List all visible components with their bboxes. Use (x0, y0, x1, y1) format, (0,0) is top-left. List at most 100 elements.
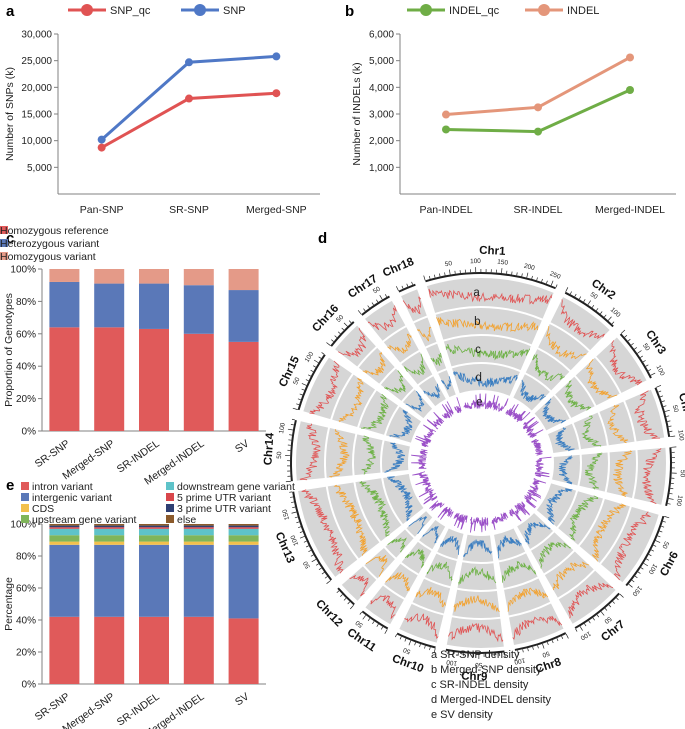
panel-c: c 0%20%40%60%80%100%SR-SNPMerged-SNPSR-I… (0, 225, 266, 488)
data-point (442, 110, 450, 119)
track-background (494, 528, 526, 561)
scale-tick (297, 398, 301, 401)
chromosome-arc (361, 295, 390, 316)
scale-tick (611, 321, 615, 325)
density-line (497, 535, 522, 559)
scale-tick (583, 299, 586, 303)
track-letter: d (476, 372, 482, 384)
density-line (349, 574, 369, 597)
data-point (185, 94, 193, 103)
scale-tick-label: 50 (302, 559, 312, 569)
scale-tick (537, 645, 539, 649)
scale-tick (522, 649, 524, 653)
scale-tick (516, 272, 518, 276)
chromosome-label: Chr4 (676, 392, 685, 421)
scale-tick (595, 308, 599, 311)
scale-tick (411, 281, 413, 285)
scale-tick (287, 428, 293, 431)
data-point (534, 127, 542, 136)
density-line (491, 512, 509, 530)
circos-plot: 50 100 150200250Chr150100Chr250100Chr35010… (262, 245, 685, 721)
bar-segment (183, 616, 214, 684)
scale-tick-label: 50 (444, 260, 453, 268)
density-line (507, 587, 549, 612)
scale-tick (303, 540, 307, 543)
bar-segment (94, 527, 125, 529)
density-line (453, 595, 500, 613)
scale-tick (376, 623, 379, 627)
density-line (404, 548, 425, 568)
scale-tick-label: 150 (281, 508, 291, 521)
track-background (536, 483, 577, 527)
scale-tick (574, 293, 577, 297)
track-background (437, 528, 464, 560)
density-line (389, 409, 413, 438)
scale-tick-label: 100 (513, 656, 525, 665)
density-line (359, 480, 390, 537)
scale-tick (433, 648, 436, 654)
density-line (568, 582, 614, 619)
density-line (301, 489, 344, 574)
scale-tick (584, 623, 587, 627)
scale-tick (444, 272, 446, 276)
chromosome-label: Chr9 (461, 670, 488, 683)
x-tick-label: Merged-SNP (246, 204, 307, 216)
data-point (185, 58, 193, 67)
scale-tick (321, 352, 325, 355)
scale-tick (424, 645, 426, 649)
scale-tick (395, 286, 399, 291)
scale-tick (648, 369, 652, 372)
scale-tick (357, 310, 362, 315)
scale-tick (627, 338, 631, 342)
scale-tick-label: 50 (402, 646, 412, 655)
bar-segment (94, 269, 125, 284)
track-background (625, 389, 665, 442)
scale-tick-label: 50 (541, 649, 550, 658)
scale-tick (527, 648, 529, 652)
density-line (453, 512, 468, 530)
track-background (558, 491, 603, 545)
x-tick-label: SV (233, 438, 251, 456)
chromosome-arc (665, 447, 672, 507)
scale-tick (395, 634, 397, 638)
y-tick-label: 4,000 (369, 83, 394, 94)
bar-segment (94, 616, 125, 684)
data-point (97, 143, 106, 152)
bar-segment (228, 535, 259, 542)
track-letter: b (474, 316, 480, 328)
scale-tick (308, 549, 312, 552)
scale-tick (551, 640, 554, 644)
scale-tick (399, 636, 402, 640)
track-background (457, 562, 497, 590)
track-background (341, 566, 377, 601)
scale-tick (650, 549, 654, 552)
scale-tick (561, 636, 564, 640)
chromosome-arc (625, 515, 665, 587)
scale-tick (294, 516, 298, 519)
scale-tick (311, 559, 317, 563)
density-line (612, 450, 633, 497)
y-tick-label: 0% (22, 680, 37, 691)
scale-tick (291, 418, 295, 421)
track-background (548, 423, 580, 453)
y-tick-label: 20% (16, 394, 36, 405)
scale-tick (531, 275, 533, 279)
scale-tick (341, 327, 345, 331)
scale-tick (504, 652, 506, 658)
density-line (613, 511, 651, 581)
bar-segment (228, 269, 259, 291)
data-point (97, 135, 106, 144)
scale-tick (367, 618, 371, 622)
scale-tick (290, 496, 294, 498)
legend-marker (81, 4, 93, 16)
bar-segment (183, 269, 214, 286)
density-line (453, 370, 518, 388)
bar-segment (228, 544, 259, 619)
chromosome-arc (445, 648, 505, 655)
scale-tick-label: 100 (278, 422, 287, 434)
scale-tick-label: 100 (674, 494, 683, 506)
scale-tick (347, 601, 351, 605)
y-axis-label: Proportion of Genotypes (3, 293, 15, 407)
density-line (309, 360, 340, 414)
scale-tick (362, 615, 367, 620)
